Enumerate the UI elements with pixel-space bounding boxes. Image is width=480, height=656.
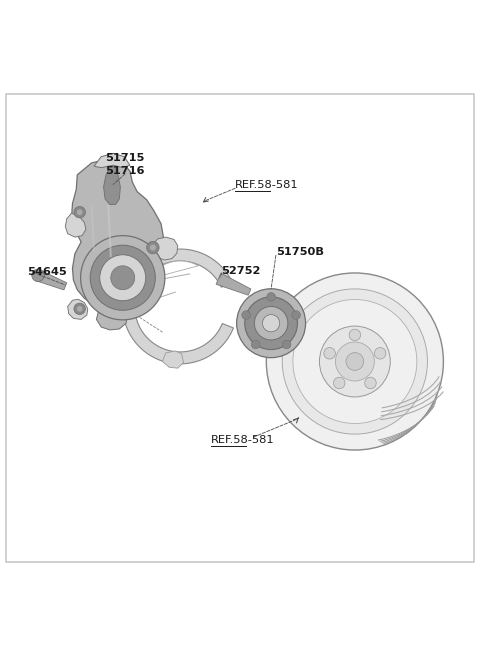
Text: 51715: 51715 <box>106 153 145 163</box>
Circle shape <box>81 236 165 320</box>
Circle shape <box>349 329 360 340</box>
Text: 54645: 54645 <box>27 267 67 277</box>
Circle shape <box>100 255 146 300</box>
Text: REF.58-581: REF.58-581 <box>211 436 275 445</box>
Polygon shape <box>94 154 130 168</box>
Circle shape <box>266 273 444 450</box>
Circle shape <box>111 266 135 290</box>
Circle shape <box>148 276 156 284</box>
Circle shape <box>293 300 417 424</box>
Circle shape <box>74 303 85 315</box>
Circle shape <box>374 348 386 359</box>
Circle shape <box>77 209 83 215</box>
Polygon shape <box>96 308 128 330</box>
Circle shape <box>336 342 374 381</box>
Circle shape <box>324 348 336 359</box>
Polygon shape <box>72 159 163 311</box>
Circle shape <box>292 311 300 319</box>
Polygon shape <box>149 261 198 279</box>
Text: REF.58-581: REF.58-581 <box>235 180 299 190</box>
Circle shape <box>334 377 345 389</box>
Circle shape <box>77 306 83 312</box>
Circle shape <box>32 269 44 281</box>
Polygon shape <box>68 299 88 319</box>
Polygon shape <box>216 273 251 295</box>
Text: 51716: 51716 <box>106 166 145 176</box>
Circle shape <box>263 315 280 332</box>
Circle shape <box>237 289 306 358</box>
Circle shape <box>150 245 156 251</box>
Circle shape <box>365 377 376 389</box>
Text: 52752: 52752 <box>221 266 260 276</box>
Circle shape <box>252 340 260 349</box>
Circle shape <box>242 311 251 319</box>
Circle shape <box>346 353 364 371</box>
Polygon shape <box>153 237 178 260</box>
Circle shape <box>282 340 291 349</box>
Polygon shape <box>123 249 233 364</box>
Polygon shape <box>104 166 120 205</box>
Circle shape <box>267 293 276 301</box>
Circle shape <box>147 241 159 254</box>
Polygon shape <box>65 213 86 237</box>
Polygon shape <box>36 270 67 290</box>
Circle shape <box>74 207 85 218</box>
Circle shape <box>245 297 298 350</box>
Circle shape <box>282 289 428 434</box>
Text: 51750B: 51750B <box>276 247 324 257</box>
Polygon shape <box>162 351 183 368</box>
Circle shape <box>90 245 156 310</box>
Circle shape <box>254 306 288 340</box>
Circle shape <box>320 326 390 397</box>
